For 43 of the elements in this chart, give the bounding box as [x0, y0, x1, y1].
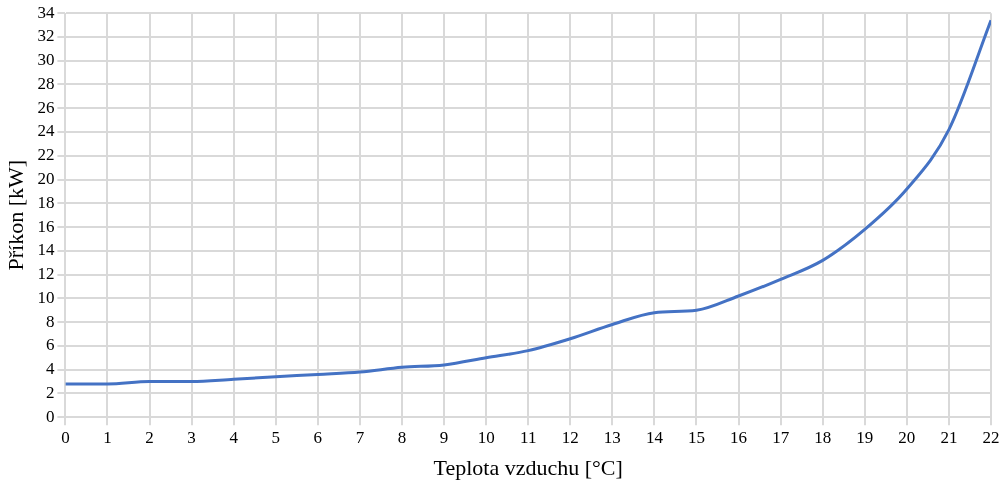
y-tick-label: 30 [37, 50, 55, 70]
x-tick-label: 2 [145, 427, 154, 447]
x-tick-label: 22 [982, 427, 1000, 447]
y-tick-label: 2 [45, 382, 55, 402]
x-tick-label: 5 [271, 427, 281, 447]
x-tick-label: 3 [187, 427, 196, 447]
x-tick-label: 21 [940, 427, 958, 447]
x-tick-label: 14 [645, 427, 664, 447]
y-tick-label: 20 [37, 169, 55, 189]
x-tick-label: 7 [355, 427, 365, 447]
x-tick-label: 18 [814, 427, 832, 447]
y-axis-title: Příkon [kW] [2, 159, 28, 271]
x-tick-label: 8 [397, 427, 407, 447]
y-tick-label: 18 [37, 192, 55, 212]
y-tick-label: 6 [45, 335, 55, 355]
y-tick-label: 0 [45, 406, 55, 426]
x-tick-label: 6 [313, 427, 323, 447]
x-axis-title: Teplota vzduchu [°C] [433, 454, 623, 480]
y-tick-label: 16 [37, 216, 55, 236]
y-tick-label: 12 [37, 264, 55, 284]
y-tick-label: 4 [45, 359, 55, 379]
x-tick-label: 20 [898, 427, 916, 447]
x-tick-label: 15 [687, 427, 705, 447]
x-tick-label: 0 [61, 427, 70, 447]
y-tick-label: 10 [37, 287, 55, 307]
x-tick-label: 4 [229, 427, 239, 447]
y-tick-label: 14 [37, 240, 55, 260]
x-tick-label: 17 [772, 427, 790, 447]
y-tick-label: 34 [37, 2, 55, 22]
x-tick-label: 16 [730, 427, 748, 447]
y-tick-label: 26 [37, 97, 55, 117]
y-tick-label: 22 [37, 145, 55, 165]
x-tick-label: 1 [103, 427, 112, 447]
x-tick-label: 19 [856, 427, 874, 447]
y-tick-label: 8 [45, 311, 55, 331]
y-tick-label: 32 [37, 26, 55, 46]
y-tick-label: 24 [37, 121, 55, 141]
x-tick-label: 13 [603, 427, 621, 447]
x-tick-label: 9 [439, 427, 449, 447]
x-tick-label: 12 [561, 427, 579, 447]
y-tick-label: 28 [37, 73, 55, 93]
x-tick-label: 11 [520, 427, 537, 447]
x-tick-label: 10 [477, 427, 495, 447]
